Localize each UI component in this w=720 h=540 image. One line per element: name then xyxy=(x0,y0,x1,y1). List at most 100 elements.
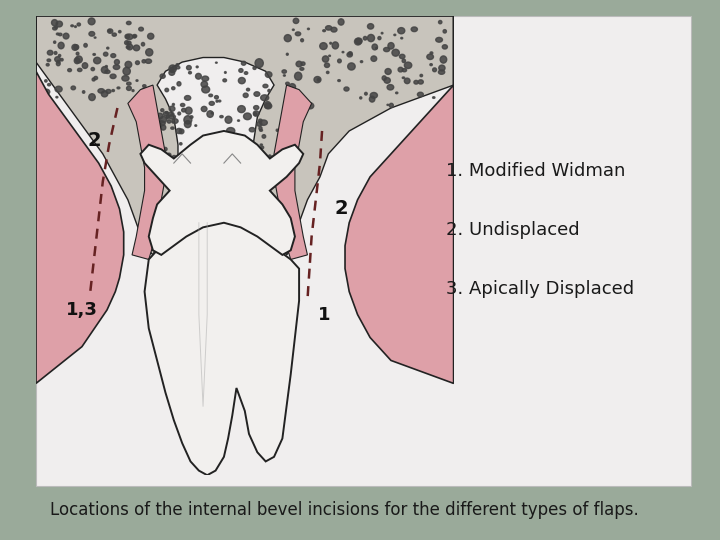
Ellipse shape xyxy=(202,76,209,81)
Ellipse shape xyxy=(94,57,101,64)
Ellipse shape xyxy=(173,161,176,165)
Ellipse shape xyxy=(260,157,264,160)
Ellipse shape xyxy=(169,65,176,72)
Ellipse shape xyxy=(300,68,304,70)
Ellipse shape xyxy=(382,76,386,80)
Ellipse shape xyxy=(75,26,76,28)
Ellipse shape xyxy=(184,120,191,127)
Ellipse shape xyxy=(427,54,433,59)
Ellipse shape xyxy=(325,63,330,68)
Ellipse shape xyxy=(148,33,154,39)
Ellipse shape xyxy=(111,53,116,58)
Ellipse shape xyxy=(275,185,278,187)
Ellipse shape xyxy=(172,119,178,123)
Ellipse shape xyxy=(238,77,246,84)
Ellipse shape xyxy=(260,144,262,146)
Ellipse shape xyxy=(259,126,262,130)
Text: 1. Modified Widman: 1. Modified Widman xyxy=(446,162,626,180)
Ellipse shape xyxy=(176,176,180,179)
Ellipse shape xyxy=(318,78,320,81)
Ellipse shape xyxy=(418,80,423,84)
Ellipse shape xyxy=(438,21,442,24)
Text: 1: 1 xyxy=(318,306,330,323)
Polygon shape xyxy=(274,85,312,260)
Ellipse shape xyxy=(283,127,287,131)
Ellipse shape xyxy=(58,55,60,57)
Ellipse shape xyxy=(53,27,57,30)
Ellipse shape xyxy=(195,125,197,126)
Ellipse shape xyxy=(262,134,266,138)
Ellipse shape xyxy=(196,66,198,68)
Ellipse shape xyxy=(223,79,227,82)
Ellipse shape xyxy=(402,69,407,72)
Ellipse shape xyxy=(127,44,132,50)
Ellipse shape xyxy=(398,68,403,72)
Ellipse shape xyxy=(45,80,47,82)
Ellipse shape xyxy=(158,121,165,126)
Ellipse shape xyxy=(440,56,446,63)
Ellipse shape xyxy=(257,151,259,153)
Ellipse shape xyxy=(387,104,389,105)
Ellipse shape xyxy=(161,161,165,164)
Ellipse shape xyxy=(378,37,381,39)
Ellipse shape xyxy=(338,19,344,25)
Ellipse shape xyxy=(166,115,169,118)
Ellipse shape xyxy=(284,208,285,210)
Ellipse shape xyxy=(286,211,289,214)
Ellipse shape xyxy=(367,35,374,42)
Ellipse shape xyxy=(244,72,248,75)
Ellipse shape xyxy=(218,100,221,102)
Ellipse shape xyxy=(385,69,391,75)
Ellipse shape xyxy=(202,86,210,93)
Ellipse shape xyxy=(172,66,176,70)
Ellipse shape xyxy=(135,61,140,65)
Ellipse shape xyxy=(139,27,143,31)
Ellipse shape xyxy=(166,117,168,119)
Ellipse shape xyxy=(89,31,95,36)
Ellipse shape xyxy=(154,157,156,158)
Ellipse shape xyxy=(52,19,58,26)
Ellipse shape xyxy=(169,70,175,75)
Ellipse shape xyxy=(284,75,285,76)
Ellipse shape xyxy=(433,97,435,98)
Ellipse shape xyxy=(156,128,158,130)
Ellipse shape xyxy=(271,164,276,168)
Ellipse shape xyxy=(58,42,64,49)
Ellipse shape xyxy=(132,90,134,92)
Ellipse shape xyxy=(176,129,182,133)
Ellipse shape xyxy=(56,21,63,27)
Ellipse shape xyxy=(153,137,158,140)
Ellipse shape xyxy=(253,67,256,70)
Ellipse shape xyxy=(227,127,235,134)
Ellipse shape xyxy=(438,65,445,71)
Ellipse shape xyxy=(46,64,49,66)
Ellipse shape xyxy=(216,100,218,102)
Ellipse shape xyxy=(181,104,185,106)
Ellipse shape xyxy=(177,82,181,86)
Ellipse shape xyxy=(82,63,88,69)
Ellipse shape xyxy=(74,58,80,64)
Ellipse shape xyxy=(239,69,243,72)
Ellipse shape xyxy=(258,208,264,213)
Ellipse shape xyxy=(257,122,262,126)
Ellipse shape xyxy=(348,52,352,55)
Ellipse shape xyxy=(83,91,85,93)
Ellipse shape xyxy=(266,174,270,177)
Ellipse shape xyxy=(209,94,212,97)
Ellipse shape xyxy=(287,53,288,55)
Ellipse shape xyxy=(261,172,266,177)
Ellipse shape xyxy=(293,18,299,24)
Ellipse shape xyxy=(436,37,443,42)
Ellipse shape xyxy=(356,38,362,44)
Ellipse shape xyxy=(361,60,363,63)
Ellipse shape xyxy=(76,52,79,55)
Ellipse shape xyxy=(113,65,120,70)
Ellipse shape xyxy=(190,116,193,118)
Ellipse shape xyxy=(320,43,327,50)
Ellipse shape xyxy=(145,59,151,63)
Ellipse shape xyxy=(157,123,162,127)
Ellipse shape xyxy=(261,95,269,100)
Ellipse shape xyxy=(314,77,321,83)
Ellipse shape xyxy=(307,103,314,109)
Ellipse shape xyxy=(257,146,261,149)
